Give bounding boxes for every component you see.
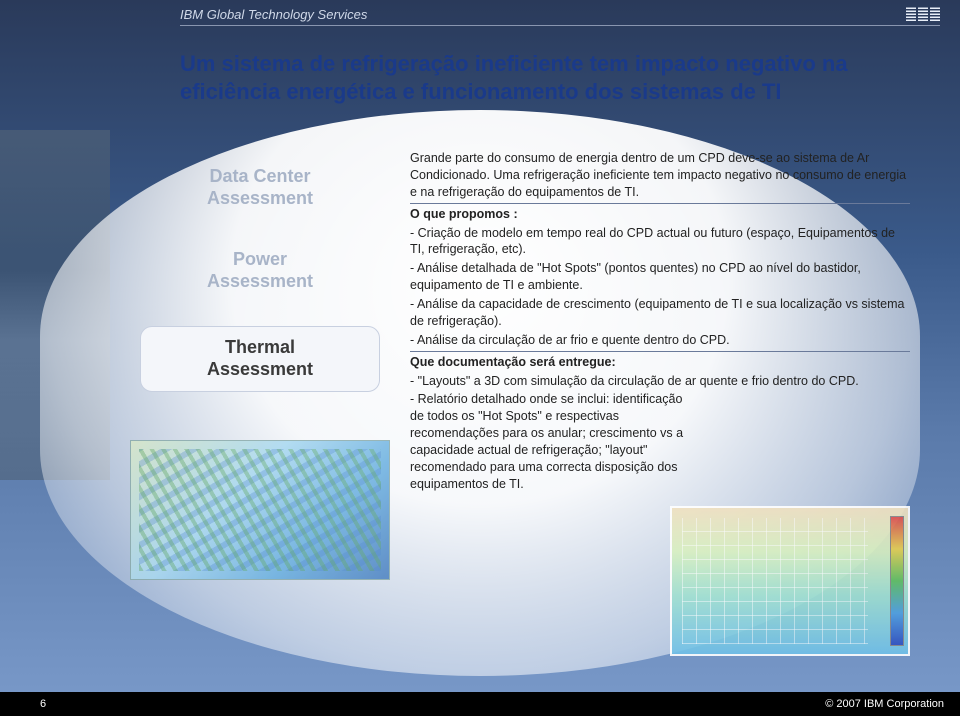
propomos-item: - Análise da capacidade de crescimento (… <box>410 296 910 330</box>
page-number: 6 <box>40 698 46 710</box>
copyright: © 2007 IBM Corporation <box>825 698 944 710</box>
propomos-item: - Análise da circulação de ar frio e que… <box>410 332 910 349</box>
intro-paragraph: Grande parte do consumo de energia dentr… <box>410 150 910 201</box>
header-brand: IBM Global Technology Services <box>180 7 367 22</box>
thermal-3d-illustration <box>130 440 390 580</box>
footer-bar: 6 © 2007 IBM Corporation <box>0 692 960 716</box>
doc-item: - "Layouts" a 3D com simulação da circul… <box>410 373 910 390</box>
propomos-item: - Criação de modelo em tempo real do CPD… <box>410 225 910 259</box>
ibm-logo-icon <box>906 7 940 21</box>
doc-label: Que documentação será entregue: <box>410 355 616 369</box>
separator <box>410 351 910 352</box>
heatmap-legend-icon <box>890 516 904 646</box>
pill-thermal-active: ThermalAssessment <box>140 326 380 391</box>
pill-data-center: Data CenterAssessment <box>140 160 380 215</box>
body-text: Grande parte do consumo de energia dentr… <box>410 150 910 495</box>
propomos-item: - Análise detalhada de "Hot Spots" (pont… <box>410 260 910 294</box>
page-title: Um sistema de refrigeração ineficiente t… <box>180 50 920 105</box>
doc-item: - Relatório detalhado onde se inclui: id… <box>410 391 690 492</box>
header-underline <box>180 25 940 26</box>
assessment-pills: Data CenterAssessment PowerAssessment Th… <box>140 160 380 392</box>
separator <box>410 203 910 204</box>
pill-power: PowerAssessment <box>140 243 380 298</box>
heatmap-illustration <box>670 506 910 656</box>
propomos-label: O que propomos : <box>410 207 518 221</box>
header-bar: IBM Global Technology Services <box>0 0 960 28</box>
